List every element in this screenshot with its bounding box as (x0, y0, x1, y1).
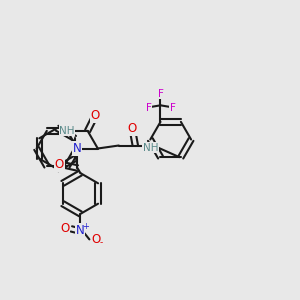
Text: O: O (60, 222, 69, 236)
Text: NH: NH (142, 143, 158, 153)
Text: F: F (158, 89, 164, 99)
Text: F: F (146, 103, 152, 113)
Text: +: + (82, 222, 88, 231)
Text: -: - (99, 238, 102, 247)
Text: N: N (73, 142, 82, 155)
Text: F: F (169, 103, 175, 113)
Text: O: O (55, 158, 64, 172)
Text: N: N (76, 224, 85, 237)
Text: NH: NH (59, 126, 75, 136)
Text: O: O (128, 122, 137, 136)
Text: O: O (91, 109, 100, 122)
Text: O: O (92, 233, 100, 246)
